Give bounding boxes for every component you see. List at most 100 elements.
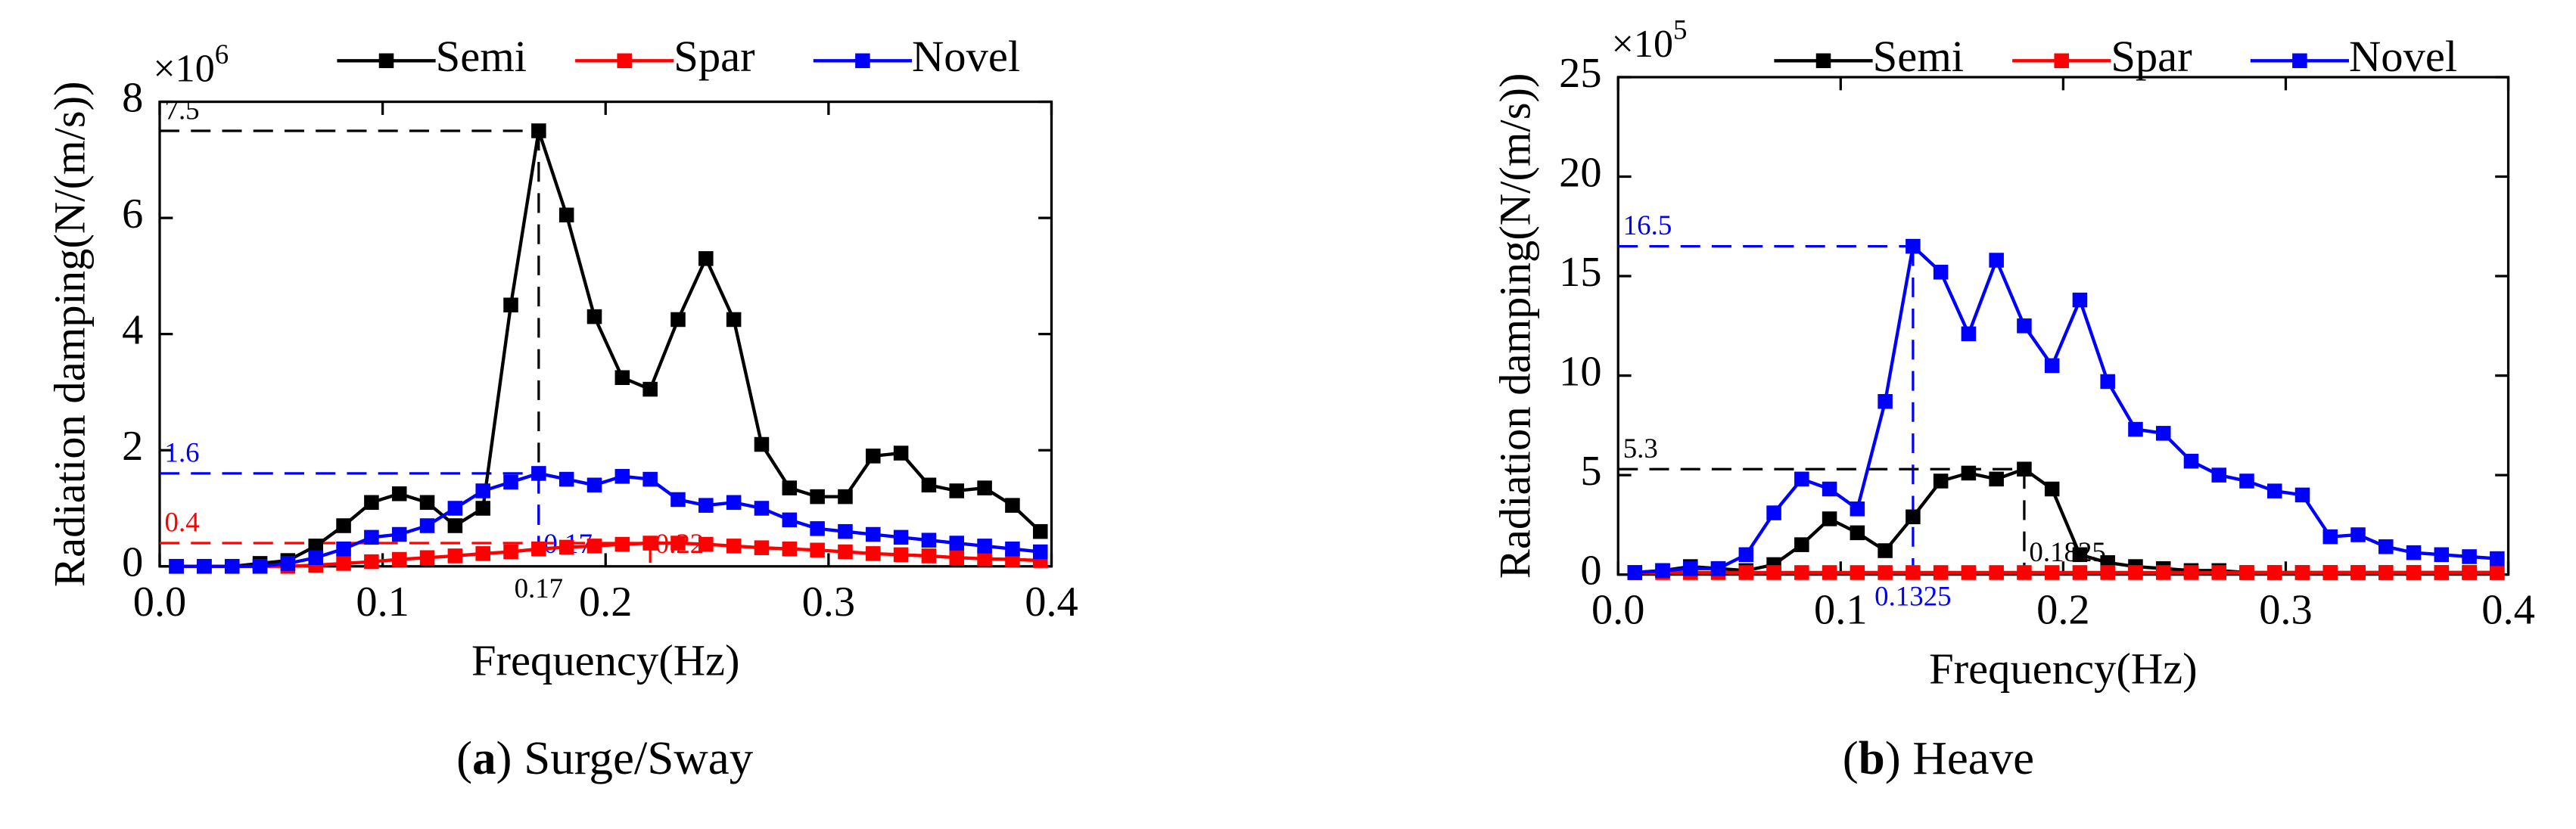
series-line (176, 541, 1041, 568)
marker (1032, 523, 1048, 539)
marker (475, 501, 490, 516)
x-tick-label: 0.2 (2036, 587, 2090, 634)
y-tick-label: 10 (1559, 349, 1601, 396)
y-tick-label: 5 (1580, 448, 1601, 495)
reference-x-label: 0.17 (515, 573, 564, 604)
marker (977, 551, 992, 567)
marker (2434, 565, 2450, 580)
chart: 0.0 0.1 0.2 0.3 0.402468×106Frequency(Hz)Rad… (45, 32, 1078, 785)
marker (1005, 541, 1020, 557)
marker (336, 518, 351, 533)
marker (838, 544, 853, 560)
y-tick-label: 20 (1559, 149, 1601, 196)
marker (1906, 238, 1921, 254)
caption-part: a (472, 732, 496, 785)
marker (308, 539, 324, 554)
marker (670, 312, 686, 328)
marker (1738, 547, 1754, 563)
marker (1850, 525, 1865, 541)
marker (391, 486, 407, 501)
marker (977, 539, 992, 554)
marker (475, 483, 490, 498)
marker (1933, 473, 1949, 489)
marker (531, 466, 546, 481)
marker (2462, 565, 2477, 580)
legend-marker (378, 53, 394, 69)
marker (364, 554, 379, 570)
marker (1878, 393, 1893, 409)
marker (2128, 565, 2143, 580)
marker (1738, 565, 1754, 580)
caption-part: b (1859, 732, 1885, 785)
legend-marker (2054, 53, 2069, 69)
marker (1989, 253, 2004, 268)
marker (1794, 565, 1809, 580)
marker (447, 548, 463, 564)
x-tick-label: 0.4 (1025, 579, 1078, 626)
marker (754, 501, 770, 516)
marker (1878, 543, 1893, 558)
caption-part: ( (456, 732, 472, 785)
legend-marker (617, 53, 632, 69)
marker (1627, 565, 1643, 580)
marker (2183, 565, 2199, 580)
marker (866, 526, 881, 542)
marker (2044, 358, 2060, 374)
marker (642, 536, 658, 551)
marker (1822, 565, 1837, 580)
marker (866, 449, 881, 464)
marker (1683, 560, 1698, 576)
marker (558, 539, 574, 555)
marker (2378, 565, 2394, 580)
marker (921, 532, 937, 548)
chart: 0.0 0.1 0.2 0.3 0.40510152025×105Frequency(H… (1490, 14, 2534, 785)
marker (503, 297, 518, 313)
marker (1766, 505, 1781, 520)
marker (1655, 563, 1670, 579)
y-axis-label: Radiation damping(N/(m/s)) (45, 81, 95, 587)
y-axis-label: Radiation damping(N/(m/s)) (1490, 73, 1539, 579)
marker (670, 492, 686, 508)
marker (893, 547, 909, 563)
marker (1961, 565, 1977, 580)
marker (949, 550, 965, 566)
marker (2490, 565, 2505, 580)
marker (1906, 565, 1921, 580)
reference-y-label: 5.3 (1623, 433, 1658, 464)
y-tick-label: 0 (122, 539, 143, 586)
marker (1766, 565, 1781, 580)
marker (810, 542, 825, 558)
marker (614, 468, 630, 484)
marker (726, 539, 742, 554)
marker (475, 546, 490, 561)
reference-y-label: 7.5 (165, 95, 200, 126)
marker (2350, 527, 2366, 542)
legend-label: Spar (674, 32, 754, 81)
x-tick-label: 0.2 (579, 579, 633, 626)
marker (1005, 498, 1020, 513)
marker (2211, 565, 2226, 580)
marker (977, 480, 992, 495)
marker (2462, 549, 2477, 564)
marker (558, 471, 574, 487)
marker (419, 495, 435, 511)
y-tick-label: 8 (122, 75, 143, 122)
x-tick-label: 0.1 (1814, 587, 1868, 634)
marker (503, 544, 518, 560)
marker (2434, 547, 2450, 563)
marker (754, 540, 770, 555)
marker (949, 483, 965, 498)
multiplier-exponent: 6 (215, 39, 229, 70)
marker (2294, 565, 2310, 580)
marker (1989, 565, 2004, 580)
marker (2350, 565, 2366, 580)
marker (2322, 565, 2338, 580)
marker (2044, 481, 2060, 497)
marker (893, 446, 909, 461)
marker (1933, 565, 1949, 580)
marker (838, 489, 853, 505)
legend-marker (855, 53, 870, 69)
marker (782, 512, 798, 528)
caption: (a) Surge/Sway (456, 732, 754, 785)
marker (531, 541, 546, 557)
